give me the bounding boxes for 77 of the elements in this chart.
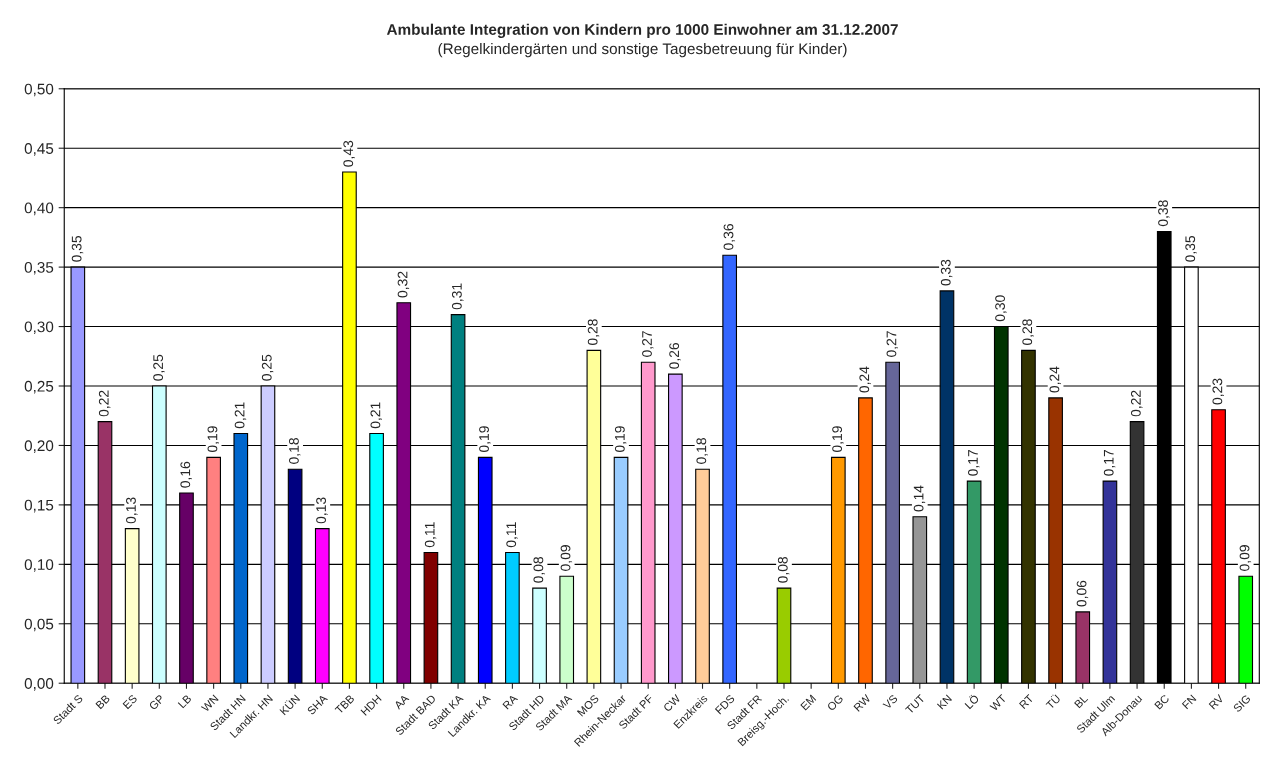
data-label: 0,24	[859, 366, 871, 393]
data-label: 0,32	[397, 271, 410, 298]
data-label: 0,21	[234, 402, 247, 429]
x-tick-label: WN	[200, 694, 219, 713]
x-tick-label: EM	[800, 694, 817, 711]
data-label: 0,22	[98, 390, 111, 417]
x-tick-label: VS	[882, 694, 899, 710]
data-label: 0,25	[153, 354, 165, 381]
data-label: 0,08	[533, 556, 545, 583]
data-label: 0,30	[995, 295, 1007, 322]
y-tick-label: 0,50	[24, 83, 54, 97]
data-label: 0,33	[940, 259, 953, 286]
x-tick-label: RT	[1019, 694, 1034, 710]
data-label: 0,35	[71, 235, 84, 262]
x-tick-label: TÜ	[1044, 693, 1061, 710]
y-tick-label: 0,45	[24, 143, 54, 156]
data-label: 0,19	[614, 426, 627, 453]
data-label: 0,11	[424, 522, 437, 548]
data-label: 0,38	[1158, 200, 1170, 227]
x-tick-label: FN	[1181, 694, 1197, 710]
x-tick-label: OG	[826, 694, 844, 712]
y-tick-label: 0,10	[24, 559, 54, 572]
data-label: 0,09	[1239, 545, 1252, 571]
x-tick-label: LÖ	[963, 693, 980, 710]
data-label: 0,25	[261, 354, 274, 381]
x-tick-label: RV	[1208, 693, 1225, 710]
data-label: 0,18	[696, 438, 708, 464]
data-label: 0,31	[451, 283, 464, 310]
data-label: 0,19	[207, 426, 219, 453]
x-tick-label: LB	[177, 694, 192, 709]
data-label: 0,27	[886, 331, 899, 357]
data-label: 0,43	[343, 140, 355, 167]
chart-subtitle: (Regelkindergärten und sonstige Tagesbetreuung für Kinder)	[438, 42, 847, 58]
data-label: 0,28	[587, 319, 600, 346]
data-label: 0,14	[913, 485, 926, 512]
y-tick-label: 0,20	[24, 440, 54, 453]
data-label: 0,36	[723, 224, 736, 250]
data-label: 0,17	[968, 450, 980, 476]
y-tick-label: 0,30	[24, 321, 54, 335]
y-tick-label: 0,15	[24, 499, 54, 513]
data-label: 0,17	[1103, 450, 1116, 476]
data-label: 0,21	[370, 402, 382, 429]
x-tick-label: BL	[1074, 694, 1089, 709]
chart-title: Ambulante Integration von Kindern pro 1000 Einwohner am 31.12.2007	[386, 23, 898, 38]
data-label: 0,26	[669, 342, 681, 369]
data-label: 0,19	[832, 426, 844, 453]
y-tick-label: 0,35	[24, 261, 54, 275]
data-label: 0,35	[1185, 235, 1197, 262]
data-label: 0,06	[1076, 580, 1089, 607]
x-tick-label: WT	[989, 694, 1007, 712]
x-tick-label: BC	[1154, 694, 1170, 710]
data-label: 0,24	[1049, 366, 1061, 393]
data-label: 0,08	[777, 556, 790, 583]
x-tick-label: AA	[393, 693, 410, 710]
x-tick-label: SIG	[1232, 694, 1251, 713]
y-tick-label: 0,40	[24, 202, 54, 216]
y-tick-label: 0,25	[24, 380, 54, 394]
data-label: 0,27	[642, 331, 654, 357]
x-tick-label: GP	[148, 694, 165, 711]
x-tick-label: TBB	[334, 694, 355, 715]
data-label: 0,13	[126, 497, 138, 524]
data-label: 0,23	[1212, 378, 1224, 405]
data-label: 0,28	[1022, 319, 1034, 346]
y-tick-label: 0,05	[24, 618, 54, 632]
data-label: 0,09	[560, 545, 573, 571]
x-tick-label: KN	[936, 694, 953, 710]
data-label: 0,16	[180, 461, 192, 488]
x-tick-label: RW	[853, 693, 872, 712]
data-label: 0,19	[479, 426, 491, 453]
data-label: 0,11	[506, 522, 518, 548]
x-tick-label: RA	[502, 693, 519, 710]
x-tick-label: BB	[95, 694, 111, 710]
y-tick-label: 0,00	[24, 678, 54, 691]
data-label: 0,22	[1130, 390, 1143, 417]
data-label: 0,13	[316, 497, 328, 524]
data-label: 0,18	[289, 438, 301, 464]
x-tick-label: ES	[122, 694, 138, 710]
